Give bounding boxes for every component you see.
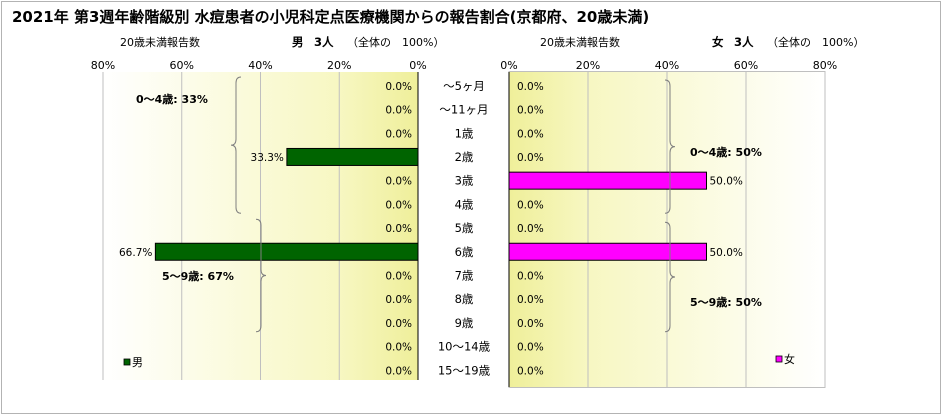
female-axis-title: 20歳未満報告数 [540,36,620,49]
male-tick-label: 0% [409,59,426,72]
female-value-label: 50.0% [710,176,743,188]
female-value-label: 0.0% [517,199,544,211]
male-value-label: 0.0% [385,176,412,188]
category-label: 5歳 [455,221,474,235]
male-header-note: （全体の 100%） [347,35,444,49]
category-label: 15～19歳 [438,363,491,377]
female-value-label: 0.0% [517,365,544,377]
category-label: 9歳 [455,316,474,330]
female-header-count: 3人 [734,35,754,49]
category-label: 8歳 [455,292,474,306]
female-value-label: 0.0% [517,81,544,93]
female-tick-label: 20% [576,59,600,72]
female-value-label: 0.0% [517,105,544,117]
female-value-label: 0.0% [517,342,544,354]
female-value-label: 0.0% [517,294,544,306]
female-group-label: 0～4歳: 50% [690,145,762,159]
male-legend-label: 男 [132,356,143,369]
female-value-label: 0.0% [517,318,544,330]
male-tick-label: 20% [327,59,351,72]
female-tick-label: 80% [813,59,837,72]
female-tick-label: 60% [734,59,758,72]
category-label: 2歳 [455,150,474,164]
category-label: 3歳 [455,174,474,188]
male-value-label: 0.0% [385,318,412,330]
female-header-note: （全体の 100%） [767,35,864,49]
category-label: ～5ヶ月 [443,79,485,93]
category-label: 1歳 [455,126,474,140]
male-header-label: 男 [292,35,304,49]
female-group-brace [664,221,676,333]
category-label: 4歳 [455,197,474,211]
male-value-label: 0.0% [385,365,412,377]
category-label: 6歳 [455,245,474,259]
male-value-label: 0.0% [385,270,412,282]
female-legend-label: 女 [784,352,795,366]
female-bar [508,242,707,261]
female-legend-swatch [775,355,783,363]
female-value-label: 0.0% [517,223,544,235]
male-axis-title: 20歳未満報告数 [120,36,200,49]
male-bar [154,242,419,261]
female-tick-label: 0% [500,59,517,72]
male-value-label: 0.0% [385,105,412,117]
category-label: ～11ヶ月 [439,103,488,117]
female-group-label: 5～9歳: 50% [690,295,762,309]
male-value-label: 0.0% [385,342,412,354]
male-tick-label: 40% [248,59,272,72]
female-tick-label: 40% [655,59,679,72]
male-legend-swatch [123,358,131,366]
female-value-label: 50.0% [710,247,743,259]
male-value-label: 66.7% [119,247,152,259]
male-tick-label: 60% [170,59,194,72]
female-value-label: 0.0% [517,152,544,164]
male-value-label: 0.0% [385,199,412,211]
female-value-label: 0.0% [517,128,544,140]
male-bar [286,147,419,166]
male-value-label: 0.0% [385,81,412,93]
male-group-label: 0～4歳: 33% [136,92,208,106]
male-value-label: 0.0% [385,128,412,140]
female-group-brace [664,79,676,214]
male-group-brace [255,218,267,333]
female-value-label: 0.0% [517,270,544,282]
male-header-count: 3人 [314,35,334,49]
chart-title: 2021年 第3週年齢階級別 水痘患者の小児科定点医療機関からの報告割合(京都府… [12,8,649,26]
male-group-label: 5～9歳: 67% [162,269,234,283]
male-group-brace [230,76,242,214]
male-tick-label: 80% [91,59,115,72]
category-label: 7歳 [455,268,474,282]
female-bar [508,171,707,190]
male-value-label: 33.3% [251,152,284,164]
male-value-label: 0.0% [385,223,412,235]
category-label: 10～14歳 [438,340,491,354]
male-value-label: 0.0% [385,294,412,306]
female-header-label: 女 [712,35,724,49]
